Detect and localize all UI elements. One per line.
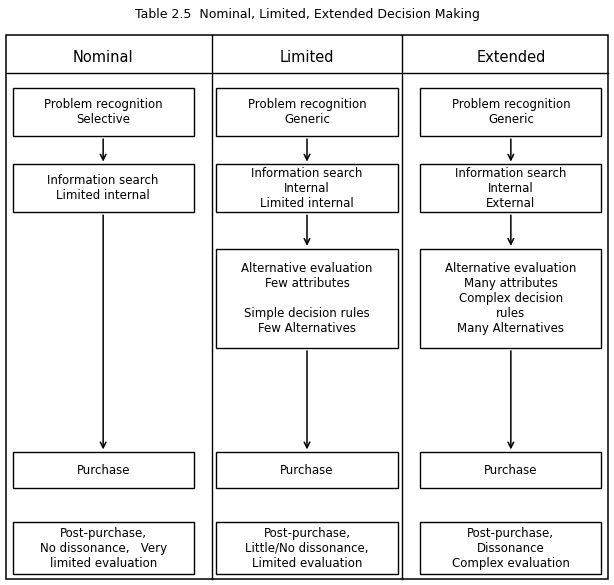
Text: Post-purchase,
Dissonance
Complex evaluation: Post-purchase, Dissonance Complex evalua… — [452, 526, 570, 570]
FancyBboxPatch shape — [421, 164, 602, 212]
FancyBboxPatch shape — [13, 452, 194, 488]
Text: Problem recognition
Generic: Problem recognition Generic — [247, 98, 367, 126]
FancyBboxPatch shape — [421, 452, 602, 488]
Text: Problem recognition
Selective: Problem recognition Selective — [44, 98, 163, 126]
Text: Information search
Internal
External: Information search Internal External — [455, 167, 567, 210]
Text: Table 2.5  Nominal, Limited, Extended Decision Making: Table 2.5 Nominal, Limited, Extended Dec… — [134, 8, 480, 21]
FancyBboxPatch shape — [217, 88, 398, 136]
FancyBboxPatch shape — [217, 522, 398, 574]
FancyBboxPatch shape — [13, 88, 194, 136]
Text: Information search
Internal
Limited internal: Information search Internal Limited inte… — [251, 167, 363, 210]
Text: Nominal: Nominal — [73, 50, 133, 65]
FancyBboxPatch shape — [6, 35, 608, 579]
Text: Alternative evaluation
Few attributes

Simple decision rules
Few Alternatives: Alternative evaluation Few attributes Si… — [241, 262, 373, 335]
Text: Purchase: Purchase — [280, 464, 334, 477]
Text: Alternative evaluation
Many attributes
Complex decision
rules
Many Alternatives: Alternative evaluation Many attributes C… — [445, 262, 577, 335]
FancyBboxPatch shape — [13, 164, 194, 212]
Text: Information search
Limited internal: Information search Limited internal — [47, 174, 159, 202]
Text: Post-purchase,
Little/No dissonance,
Limited evaluation: Post-purchase, Little/No dissonance, Lim… — [245, 526, 369, 570]
FancyBboxPatch shape — [13, 522, 194, 574]
FancyBboxPatch shape — [421, 249, 602, 348]
FancyBboxPatch shape — [217, 249, 398, 348]
Text: Purchase: Purchase — [484, 464, 538, 477]
FancyBboxPatch shape — [421, 88, 602, 136]
Text: Limited: Limited — [280, 50, 334, 65]
Text: Extended: Extended — [476, 50, 545, 65]
Text: Post-purchase,
No dissonance,   Very
limited evaluation: Post-purchase, No dissonance, Very limit… — [39, 526, 167, 570]
Text: Problem recognition
Generic: Problem recognition Generic — [451, 98, 570, 126]
Text: Purchase: Purchase — [76, 464, 130, 477]
FancyBboxPatch shape — [217, 164, 398, 212]
FancyBboxPatch shape — [421, 522, 602, 574]
FancyBboxPatch shape — [217, 452, 398, 488]
